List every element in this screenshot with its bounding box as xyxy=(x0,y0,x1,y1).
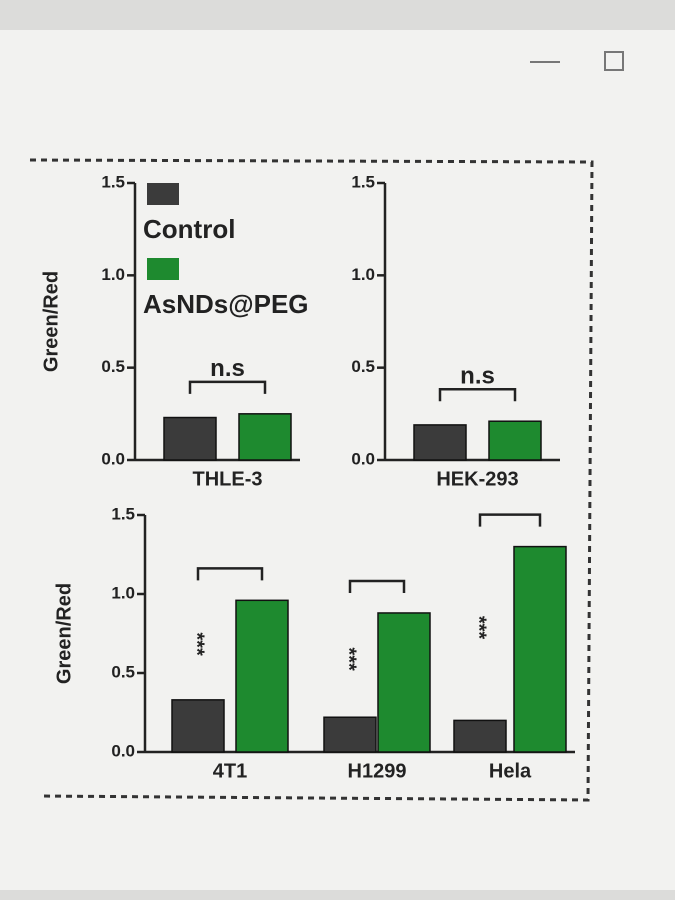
y-axis-label: Green/Red xyxy=(40,271,62,372)
significance-bracket xyxy=(438,387,517,402)
x-tick-label: HEK-293 xyxy=(436,468,518,490)
significance-bracket xyxy=(196,567,264,581)
bar xyxy=(513,545,567,753)
y-tick-label: 1.5 xyxy=(101,172,125,191)
annotation: n.s xyxy=(210,355,245,382)
legend-swatch xyxy=(147,183,179,205)
x-tick-label: H1299 xyxy=(348,760,407,782)
y-tick-label: 1.0 xyxy=(101,265,125,284)
bar xyxy=(163,416,217,461)
significance-bracket xyxy=(188,380,267,394)
x-tick-label: 4T1 xyxy=(213,760,247,782)
maximize-icon[interactable] xyxy=(604,51,624,71)
bar xyxy=(413,424,467,461)
y-tick-label: 0.0 xyxy=(111,741,135,760)
significance-bracket xyxy=(478,513,542,527)
y-tick-label: 0.5 xyxy=(111,662,135,681)
bar xyxy=(377,612,431,753)
x-tick-label: THLE-3 xyxy=(193,468,263,490)
annotation: n.s xyxy=(460,363,495,390)
significance-bracket xyxy=(348,579,406,593)
dashed-frame xyxy=(29,158,594,802)
y-tick-label: 0.5 xyxy=(351,357,375,376)
bar xyxy=(171,699,225,753)
annotation: *** xyxy=(338,647,360,671)
y-tick-label: 0.0 xyxy=(101,449,125,468)
annotation: *** xyxy=(186,632,208,656)
bar xyxy=(323,716,377,753)
legend-label: Control xyxy=(143,214,235,244)
annotation: *** xyxy=(468,616,490,640)
y-tick-label: 0.0 xyxy=(351,449,375,468)
y-tick-label: 0.5 xyxy=(101,357,125,376)
y-tick-label: 1.0 xyxy=(351,265,375,284)
y-tick-label: 1.0 xyxy=(111,583,135,602)
x-tick-label: Hela xyxy=(489,760,532,782)
bar xyxy=(488,420,542,461)
y-tick-label: 1.5 xyxy=(111,504,135,523)
bar xyxy=(235,599,289,753)
legend-label: AsNDs@PEG xyxy=(143,289,309,319)
y-tick-label: 1.5 xyxy=(351,172,375,191)
y-axis-label: Green/Red xyxy=(53,583,75,684)
bar xyxy=(453,719,507,753)
bar xyxy=(238,413,292,461)
legend-swatch xyxy=(147,258,179,280)
